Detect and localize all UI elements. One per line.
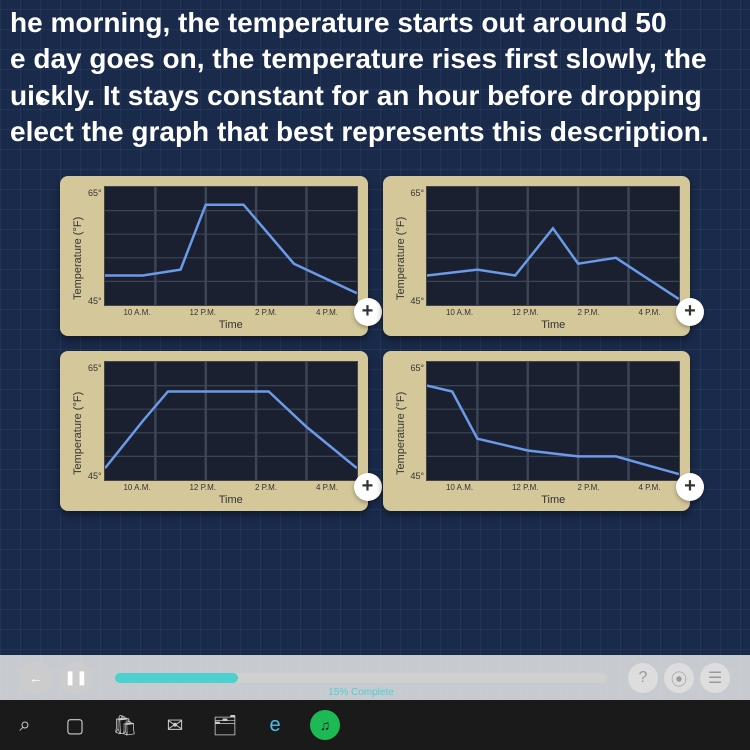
expand-button[interactable]: + (676, 298, 704, 326)
expand-button[interactable]: + (354, 298, 382, 326)
chart-option-4[interactable]: Temperature (°F) 65° 45° 10 A.M. 12 P.M.… (383, 351, 691, 511)
y-ticks: 65° 45° (409, 361, 427, 481)
x-axis-label: Time (86, 492, 358, 506)
task-view-icon[interactable]: ▢ (60, 710, 90, 740)
spotify-icon[interactable]: ♫ (310, 710, 340, 740)
chart-option-3[interactable]: Temperature (°F) 65° 45° 10 A.M. 12 P.M.… (60, 351, 368, 511)
expand-button[interactable]: + (676, 473, 704, 501)
taskbar: ⌕ ▢ 🛍 ✉ 🗂 e ♫ (0, 700, 750, 750)
progress-track: 15% Complete (115, 673, 607, 683)
cursor-icon: ➤ (35, 90, 48, 110)
pause-button[interactable]: ❚❚ (60, 662, 92, 694)
chart-plot (104, 186, 358, 306)
progress-bar-area: ← ❚❚ 15% Complete ? ⦿ ☰ (0, 655, 750, 700)
question-line-1: he morning, the temperature starts out a… (10, 5, 740, 41)
store-icon[interactable]: 🛍 (110, 710, 140, 740)
y-ticks: 65° 45° (86, 186, 104, 306)
y-axis-label: Temperature (°F) (393, 361, 409, 506)
y-ticks: 65° 45° (409, 186, 427, 306)
y-axis-label: Temperature (°F) (70, 186, 86, 331)
question-line-3: uickly. It stays constant for an hour be… (10, 78, 740, 114)
y-axis-label: Temperature (°F) (70, 361, 86, 506)
mail-icon[interactable]: ✉ (160, 710, 190, 740)
progress-label: 15% Complete (115, 687, 607, 698)
x-ticks: 10 A.M. 12 P.M. 2 P.M. 4 P.M. (86, 481, 358, 492)
chart-plot (426, 361, 680, 481)
hint-button[interactable]: ? (628, 663, 658, 693)
y-axis-label: Temperature (°F) (393, 186, 409, 331)
chart-option-1[interactable]: Temperature (°F) 65° 45° 10 A.M. 12 P.M.… (60, 176, 368, 336)
expand-button[interactable]: + (354, 473, 382, 501)
chart-plot (426, 186, 680, 306)
menu-button[interactable]: ☰ (700, 663, 730, 693)
search-icon[interactable]: ⌕ (10, 710, 40, 740)
file-explorer-icon[interactable]: 🗂 (210, 710, 240, 740)
x-axis-label: Time (409, 317, 681, 331)
question-text: he morning, the temperature starts out a… (0, 0, 750, 166)
edge-icon[interactable]: e (260, 710, 290, 740)
chart-plot (104, 361, 358, 481)
y-ticks: 65° 45° (86, 361, 104, 481)
x-axis-label: Time (409, 492, 681, 506)
question-line-4: elect the graph that best represents thi… (10, 114, 740, 150)
charts-grid: Temperature (°F) 65° 45° 10 A.M. 12 P.M.… (0, 166, 750, 521)
x-axis-label: Time (86, 317, 358, 331)
tools-button[interactable]: ⦿ (664, 663, 694, 693)
chart-option-2[interactable]: Temperature (°F) 65° 45° 10 A.M. 12 P.M.… (383, 176, 691, 336)
x-ticks: 10 A.M. 12 P.M. 2 P.M. 4 P.M. (409, 481, 681, 492)
x-ticks: 10 A.M. 12 P.M. 2 P.M. 4 P.M. (86, 306, 358, 317)
question-line-2: e day goes on, the temperature rises fir… (10, 41, 740, 77)
progress-fill (115, 673, 238, 683)
back-button[interactable]: ← (20, 662, 52, 694)
x-ticks: 10 A.M. 12 P.M. 2 P.M. 4 P.M. (409, 306, 681, 317)
